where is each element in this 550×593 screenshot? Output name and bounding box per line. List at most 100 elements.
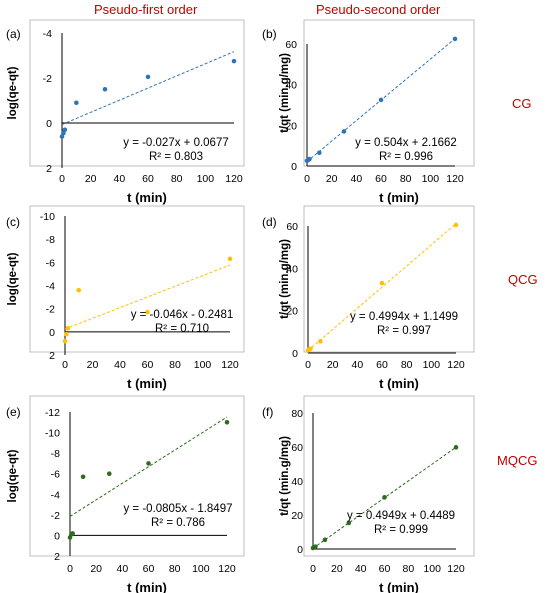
y-tick-label: 2 bbox=[49, 350, 55, 362]
data-point bbox=[317, 150, 322, 156]
data-point bbox=[341, 129, 347, 134]
plot-frame bbox=[303, 205, 475, 353]
x-tick-label: 120 bbox=[447, 563, 465, 575]
y-tick-label: -6 bbox=[46, 257, 55, 269]
y-tick-label: 0 bbox=[49, 327, 55, 339]
chart-panel: (b) 0 20 40 60 80 100 120 0 20 40 60 t (min) t/qt (mi… bbox=[262, 19, 475, 205]
r-squared-label: R² = 0.997 bbox=[377, 325, 431, 337]
row-label-mqcg: MQCG bbox=[497, 453, 538, 468]
data-point bbox=[146, 461, 151, 466]
y-tick-label: 20 bbox=[286, 306, 298, 318]
x-tick-label: 80 bbox=[169, 563, 181, 575]
y-tick-label: -8 bbox=[51, 448, 60, 460]
x-tick-label: 100 bbox=[192, 563, 210, 575]
trendline-equation: y = 0.504x + 2.1662 bbox=[355, 137, 457, 149]
x-tick-label: 80 bbox=[171, 173, 183, 185]
x-axis-label: t (min) bbox=[379, 580, 419, 593]
x-tick-label: 100 bbox=[423, 359, 441, 371]
plot-frame bbox=[29, 19, 245, 167]
x-tick-label: 40 bbox=[116, 563, 128, 575]
data-point bbox=[102, 86, 108, 92]
x-axis-label: t (min) bbox=[127, 190, 167, 205]
r-squared-label: R² = 0.710 bbox=[155, 323, 209, 335]
x-tick-label: 0 bbox=[305, 359, 311, 371]
y-tick-label: 80 bbox=[291, 408, 303, 420]
x-tick-label: 20 bbox=[326, 173, 338, 185]
data-point bbox=[453, 222, 459, 228]
data-point bbox=[313, 544, 318, 549]
y-axis-label: t/qt (min.g/mg) bbox=[279, 53, 291, 133]
column-header-pseudo-second-order: Pseudo-second order bbox=[316, 2, 441, 17]
y-tick-label: 20 bbox=[291, 510, 303, 522]
x-tick-label: 120 bbox=[225, 173, 243, 185]
trendline-equation: y = -0.046x - 0.2481 bbox=[131, 309, 234, 321]
x-tick-label: 80 bbox=[169, 359, 181, 371]
x-axis-label: t (min) bbox=[379, 376, 419, 391]
data-point bbox=[65, 326, 71, 331]
data-point bbox=[453, 445, 459, 450]
data-point bbox=[224, 419, 230, 425]
chart-panel: (f) 0 20 40 60 80 100 120 0 20 40 60 80 t (min) t/qt (… bbox=[262, 395, 475, 593]
y-tick-label: -4 bbox=[46, 281, 55, 293]
x-tick-label: 20 bbox=[331, 563, 343, 575]
x-tick-label: 120 bbox=[446, 173, 464, 185]
trendline-equation: y = 0.4949x + 0.4489 bbox=[347, 510, 455, 522]
data-point bbox=[346, 520, 352, 526]
x-tick-label: 100 bbox=[422, 173, 440, 185]
column-header-pseudo-first-order: Pseudo-first order bbox=[94, 2, 198, 17]
data-point bbox=[308, 346, 313, 352]
x-tick-label: 60 bbox=[143, 563, 155, 575]
x-tick-label: 60 bbox=[379, 563, 391, 575]
data-point bbox=[382, 495, 387, 500]
data-point bbox=[76, 287, 82, 293]
y-axis-label: log(qe-qt) bbox=[7, 66, 19, 119]
y-tick-label: -4 bbox=[51, 489, 60, 501]
data-point bbox=[452, 36, 458, 42]
x-axis-label: t (min) bbox=[127, 376, 167, 391]
y-tick-label: 0 bbox=[297, 544, 303, 556]
x-tick-label: 120 bbox=[447, 359, 465, 371]
x-tick-label: 20 bbox=[87, 359, 99, 371]
data-point bbox=[307, 156, 312, 162]
x-tick-label: 60 bbox=[375, 173, 387, 185]
x-tick-label: 120 bbox=[218, 563, 236, 575]
trendline bbox=[64, 264, 231, 330]
y-tick-label: -10 bbox=[45, 428, 60, 440]
y-tick-label: 2 bbox=[46, 163, 52, 175]
panel-label: (d) bbox=[262, 215, 277, 229]
x-tick-label: 40 bbox=[114, 359, 126, 371]
x-tick-label: 40 bbox=[350, 173, 362, 185]
x-tick-label: 60 bbox=[376, 359, 388, 371]
x-tick-label: 100 bbox=[194, 359, 212, 371]
y-tick-label: 0 bbox=[291, 161, 297, 173]
data-point bbox=[64, 331, 69, 337]
x-tick-label: 40 bbox=[113, 173, 125, 185]
y-tick-label: 60 bbox=[286, 221, 298, 233]
r-squared-label: R² = 0.999 bbox=[374, 524, 428, 536]
y-tick-label: -10 bbox=[40, 211, 55, 223]
data-point bbox=[70, 531, 75, 536]
y-tick-label: 60 bbox=[285, 39, 297, 51]
y-tick-label: -6 bbox=[51, 469, 60, 481]
y-axis-label: t/qt (min.g/mg) bbox=[279, 239, 291, 319]
y-tick-label: 0 bbox=[46, 118, 52, 130]
data-point bbox=[227, 256, 233, 262]
y-tick-label: -12 bbox=[45, 407, 60, 419]
panel-label: (c) bbox=[6, 215, 20, 229]
data-point bbox=[62, 127, 68, 133]
panel-label: (e) bbox=[6, 405, 21, 419]
y-tick-label: 2 bbox=[54, 551, 60, 563]
x-axis-label: t (min) bbox=[127, 580, 167, 593]
y-tick-label: 60 bbox=[291, 442, 303, 454]
y-tick-label: 0 bbox=[292, 348, 298, 360]
x-axis-label: t (min) bbox=[379, 190, 419, 205]
x-tick-label: 0 bbox=[304, 173, 310, 185]
y-tick-label: 40 bbox=[291, 476, 303, 488]
r-squared-label: R² = 0.996 bbox=[379, 151, 433, 163]
x-tick-label: 60 bbox=[142, 359, 154, 371]
r-squared-label: R² = 0.786 bbox=[151, 517, 205, 529]
trendline bbox=[61, 51, 235, 125]
x-tick-label: 20 bbox=[85, 173, 97, 185]
y-tick-label: 40 bbox=[285, 80, 297, 92]
